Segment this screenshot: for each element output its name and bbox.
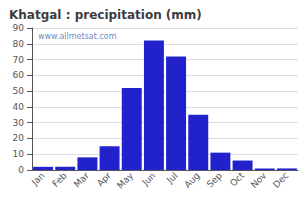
svg-text:50: 50: [13, 86, 25, 96]
svg-text:Jun: Jun: [140, 170, 158, 188]
svg-text:20: 20: [13, 133, 25, 143]
svg-text:Mar: Mar: [72, 170, 91, 189]
svg-text:Aug: Aug: [182, 170, 201, 189]
svg-text:www.allmetsat.com: www.allmetsat.com: [38, 32, 117, 41]
svg-text:Apr: Apr: [95, 170, 113, 188]
svg-text:10: 10: [13, 149, 25, 159]
svg-text:Oct: Oct: [228, 170, 246, 188]
svg-text:Dec: Dec: [271, 170, 290, 189]
svg-text:90: 90: [13, 23, 25, 33]
svg-text:Jan: Jan: [29, 170, 47, 188]
svg-text:0: 0: [18, 165, 24, 175]
svg-text:Khatgal : precipitation (mm): Khatgal : precipitation (mm): [9, 8, 202, 22]
svg-text:Jul: Jul: [164, 170, 179, 185]
svg-text:May: May: [115, 170, 136, 191]
svg-text:Nov: Nov: [249, 170, 269, 190]
svg-text:30: 30: [13, 118, 25, 128]
svg-text:Sep: Sep: [205, 170, 224, 189]
svg-text:60: 60: [13, 70, 25, 80]
svg-text:Feb: Feb: [50, 170, 69, 189]
svg-text:70: 70: [13, 55, 25, 65]
svg-text:40: 40: [13, 102, 25, 112]
svg-text:80: 80: [13, 39, 25, 49]
